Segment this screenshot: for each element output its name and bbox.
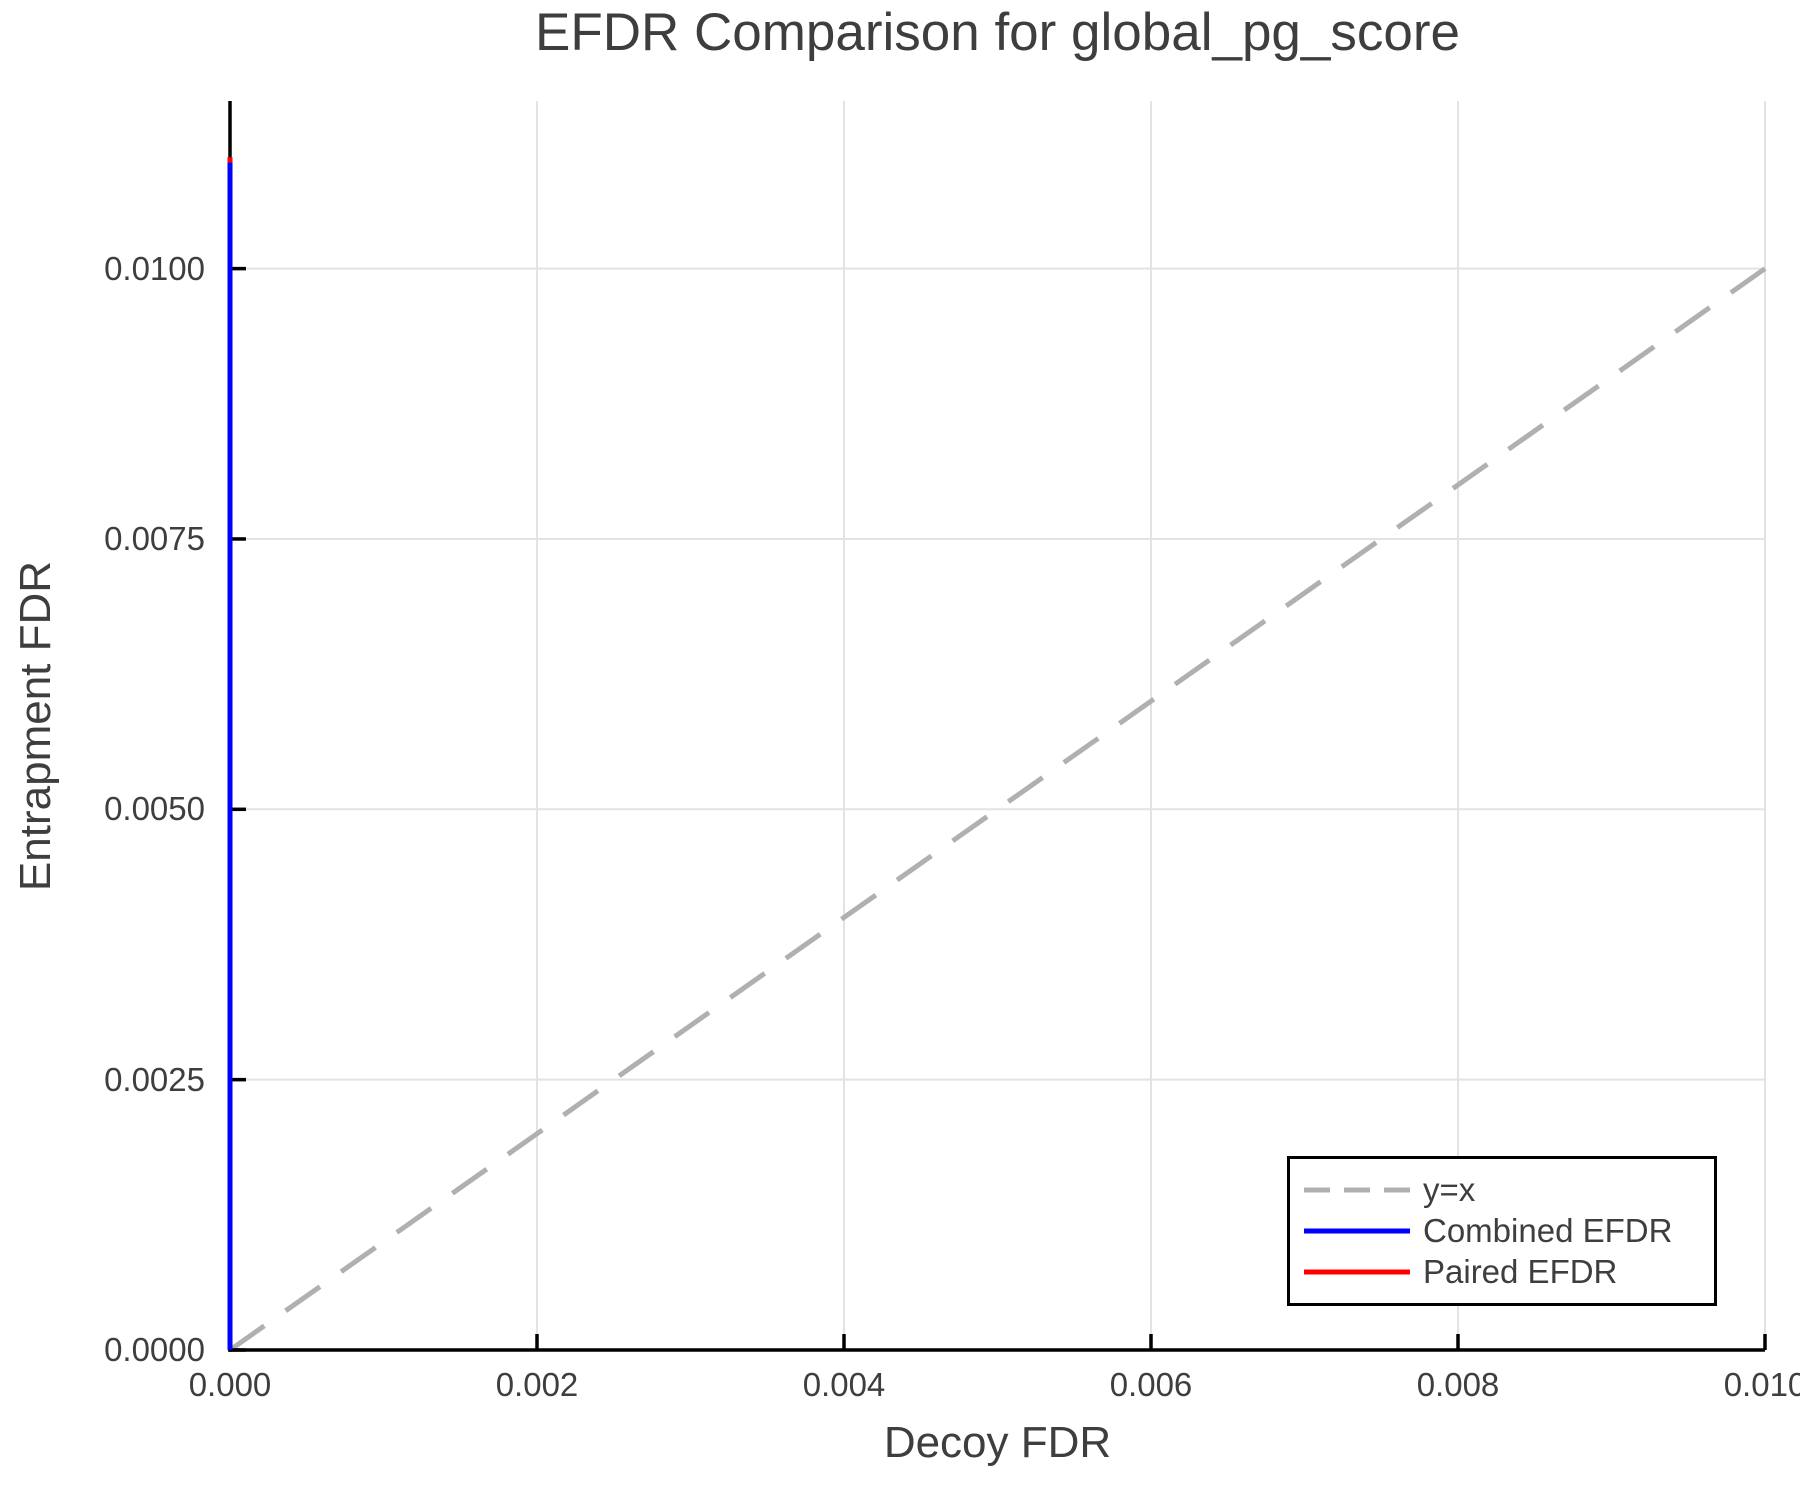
legend-box: y=x Combined EFDR Paired EFDR [1287,1156,1717,1306]
x-axis-label: Decoy FDR [883,1418,1112,1467]
y-tick-label: 0.0100 [104,249,205,287]
y-tick-label: 0.0000 [104,1331,205,1368]
legend-line-sample-dashed [1304,1187,1410,1193]
x-tick-label: 0.006 [1109,1366,1193,1403]
legend-line-sample-combined [1304,1228,1410,1234]
chart-title: EFDR Comparison for global_pg_score [535,3,1460,62]
legend-item-y-equals-x: y=x [1304,1171,1714,1209]
x-tick-label: 0.010 [1723,1366,1800,1403]
x-tick-label: 0.008 [1416,1366,1500,1403]
legend-label: y=x [1423,1171,1476,1208]
x-tick-label: 0.000 [188,1366,272,1403]
x-tick-label: 0.002 [495,1366,579,1403]
legend-label: Combined EFDR [1423,1212,1673,1249]
x-tick-label: 0.004 [802,1366,886,1403]
series-line-y-x [228,266,1767,1353]
legend-label: Paired EFDR [1423,1253,1618,1290]
y-tick-label: 0.0025 [104,1060,205,1098]
legend-item-paired-efdr: Paired EFDR [1304,1253,1714,1291]
legend-line-sample-paired [1304,1269,1410,1275]
y-tick-label: 0.0050 [104,790,205,828]
legend-item-combined-efdr: Combined EFDR [1304,1212,1714,1250]
y-tick-label: 0.0075 [104,519,205,557]
